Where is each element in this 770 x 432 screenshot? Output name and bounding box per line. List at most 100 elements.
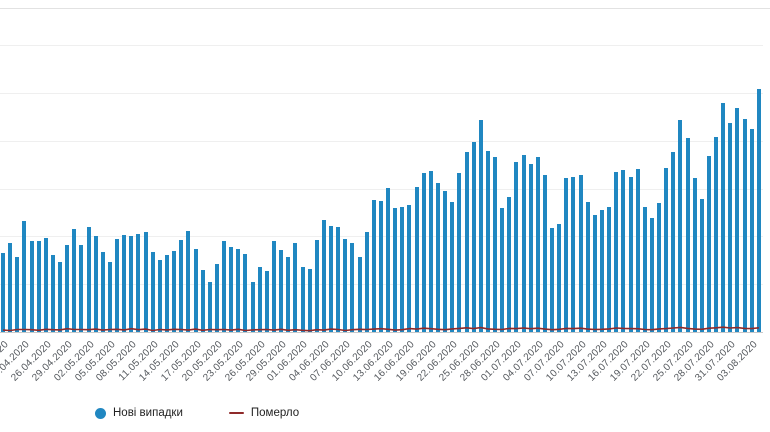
bar[interactable] [172,251,177,332]
bar[interactable] [136,233,141,332]
bar[interactable] [742,119,747,332]
bar[interactable] [15,257,20,332]
bar[interactable] [464,152,469,332]
bar[interactable] [350,243,355,332]
bar[interactable] [407,204,412,332]
bar[interactable] [671,152,676,332]
bar[interactable] [1,252,5,332]
bar[interactable] [507,196,512,332]
bar[interactable] [628,177,633,332]
bar[interactable] [250,282,255,332]
bar[interactable] [321,219,326,332]
bar[interactable] [706,156,711,332]
bar[interactable] [756,88,761,332]
bar[interactable] [649,218,654,332]
bar[interactable] [714,136,719,332]
bar[interactable] [535,157,540,332]
bar[interactable] [542,174,547,332]
bar[interactable] [307,269,312,332]
bar[interactable] [428,171,433,332]
bar[interactable] [343,239,348,332]
bar[interactable] [329,226,334,332]
bar[interactable] [685,137,690,332]
bar[interactable] [699,198,704,332]
bar[interactable] [614,172,619,332]
bar[interactable] [364,231,369,332]
bar[interactable] [393,208,398,332]
bar[interactable] [578,175,583,332]
bar[interactable] [214,264,219,332]
bar[interactable] [450,201,455,332]
bar[interactable] [550,228,555,332]
bar[interactable] [100,252,105,332]
bar[interactable] [749,129,754,332]
bar[interactable] [664,168,669,332]
bar[interactable] [371,200,376,332]
bar[interactable] [79,244,84,332]
bar[interactable] [642,207,647,332]
bar[interactable] [157,260,162,332]
bar[interactable] [421,173,426,332]
bar[interactable] [86,226,91,332]
bar[interactable] [336,226,341,332]
bar[interactable] [735,107,740,332]
legend-item-new-cases[interactable]: Нові випадки [95,407,183,419]
bar[interactable] [592,214,597,332]
bar[interactable] [243,254,248,332]
bar[interactable] [300,266,305,332]
bar[interactable] [58,262,63,332]
bar[interactable] [471,141,476,332]
bar[interactable] [43,237,48,332]
bar[interactable] [635,168,640,332]
bar[interactable] [107,262,112,332]
bar[interactable] [236,249,241,332]
bar[interactable] [528,164,533,332]
bar[interactable] [657,203,662,332]
bar[interactable] [122,235,127,332]
bar[interactable] [621,169,626,332]
bar[interactable] [728,123,733,332]
bar[interactable] [721,103,726,332]
bar[interactable] [229,247,234,332]
bar[interactable] [400,206,405,332]
bar[interactable] [314,239,319,332]
bar[interactable] [186,231,191,332]
bar[interactable] [150,252,155,332]
bar[interactable] [500,208,505,332]
bar[interactable] [557,224,562,332]
bar[interactable] [599,209,604,332]
bar[interactable] [279,249,284,332]
bar[interactable] [678,120,683,332]
bar[interactable] [222,240,227,332]
bar[interactable] [478,119,483,332]
bar[interactable] [435,183,440,332]
bar[interactable] [257,267,262,332]
bar[interactable] [8,242,13,332]
bar[interactable] [514,161,519,332]
bar[interactable] [200,269,205,332]
bar[interactable] [65,244,70,332]
bar[interactable] [286,256,291,332]
bar[interactable] [72,228,77,332]
bar[interactable] [571,177,576,332]
bar[interactable] [564,177,569,332]
bar[interactable] [443,191,448,332]
bar[interactable] [585,202,590,332]
bar[interactable] [179,239,184,332]
bar[interactable] [29,240,34,332]
bar[interactable] [193,249,198,332]
bar[interactable] [607,207,612,332]
legend-item-deaths[interactable]: Померло [228,407,299,419]
bar[interactable] [386,187,391,332]
bar[interactable] [293,242,298,332]
bar[interactable] [36,240,41,332]
bar[interactable] [378,201,383,332]
bar[interactable] [115,238,120,332]
bar[interactable] [93,236,98,332]
bar[interactable] [22,221,27,332]
bar[interactable] [357,256,362,332]
bar[interactable] [692,177,697,332]
bar[interactable] [521,155,526,332]
bar[interactable] [493,156,498,332]
bar[interactable] [143,232,148,332]
